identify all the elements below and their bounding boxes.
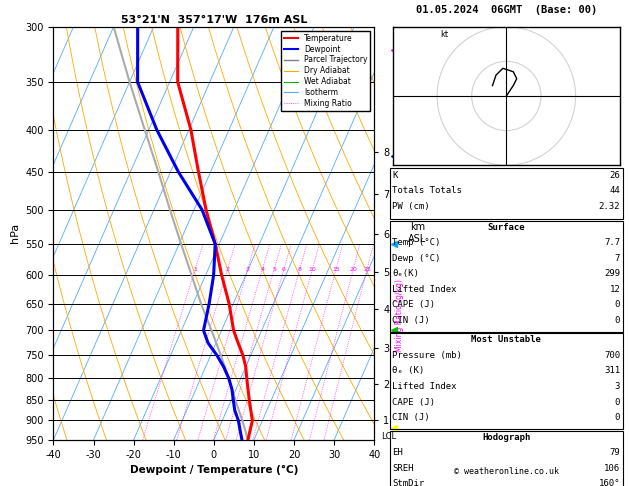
Text: 2: 2 — [226, 267, 230, 272]
Text: 4: 4 — [260, 267, 264, 272]
Text: 20: 20 — [349, 267, 357, 272]
Text: 700: 700 — [604, 351, 620, 360]
Y-axis label: km
ASL: km ASL — [408, 223, 426, 244]
Text: K: K — [392, 171, 398, 180]
Text: 1: 1 — [193, 267, 197, 272]
Text: Surface: Surface — [487, 223, 525, 232]
Text: StmDir: StmDir — [392, 479, 425, 486]
Y-axis label: hPa: hPa — [9, 223, 19, 243]
Text: Lifted Index: Lifted Index — [392, 382, 457, 391]
Text: θₑ (K): θₑ (K) — [392, 366, 425, 376]
Text: 106: 106 — [604, 464, 620, 473]
Text: 5: 5 — [272, 267, 276, 272]
Text: 10: 10 — [309, 267, 316, 272]
Text: 79: 79 — [610, 448, 620, 457]
Text: 26: 26 — [610, 171, 620, 180]
Title: 53°21'N  357°17'W  176m ASL: 53°21'N 357°17'W 176m ASL — [121, 15, 307, 25]
Text: CIN (J): CIN (J) — [392, 413, 430, 422]
Text: Temp (°C): Temp (°C) — [392, 238, 441, 247]
Text: 3: 3 — [615, 382, 620, 391]
Text: 7: 7 — [615, 254, 620, 263]
Text: SREH: SREH — [392, 464, 414, 473]
Text: kt: kt — [440, 30, 448, 39]
Text: Dewp (°C): Dewp (°C) — [392, 254, 441, 263]
Text: 44: 44 — [610, 186, 620, 195]
Text: 6: 6 — [282, 267, 286, 272]
Text: Lifted Index: Lifted Index — [392, 285, 457, 294]
Text: 12: 12 — [610, 285, 620, 294]
Text: Mixing Ratio (g/kg): Mixing Ratio (g/kg) — [396, 279, 404, 352]
Text: EH: EH — [392, 448, 403, 457]
Text: 7.7: 7.7 — [604, 238, 620, 247]
Text: 299: 299 — [604, 269, 620, 278]
Text: 0: 0 — [615, 316, 620, 325]
Text: 0: 0 — [615, 300, 620, 310]
Text: CAPE (J): CAPE (J) — [392, 300, 435, 310]
Text: Totals Totals: Totals Totals — [392, 186, 462, 195]
Text: 3: 3 — [246, 267, 250, 272]
Text: 311: 311 — [604, 366, 620, 376]
Text: LCL: LCL — [381, 433, 396, 441]
Text: © weatheronline.co.uk: © weatheronline.co.uk — [454, 467, 559, 476]
Text: 01.05.2024  06GMT  (Base: 00): 01.05.2024 06GMT (Base: 00) — [416, 4, 597, 15]
Text: 0: 0 — [615, 413, 620, 422]
Text: 2.32: 2.32 — [599, 202, 620, 211]
Text: 8: 8 — [298, 267, 302, 272]
Text: Pressure (mb): Pressure (mb) — [392, 351, 462, 360]
Text: PW (cm): PW (cm) — [392, 202, 430, 211]
Text: θₑ(K): θₑ(K) — [392, 269, 420, 278]
Text: 25: 25 — [363, 267, 371, 272]
X-axis label: Dewpoint / Temperature (°C): Dewpoint / Temperature (°C) — [130, 465, 298, 475]
Text: Most Unstable: Most Unstable — [471, 335, 542, 345]
Text: 15: 15 — [332, 267, 340, 272]
Text: 0: 0 — [615, 398, 620, 407]
Legend: Temperature, Dewpoint, Parcel Trajectory, Dry Adiabat, Wet Adiabat, Isotherm, Mi: Temperature, Dewpoint, Parcel Trajectory… — [281, 31, 370, 111]
Text: CAPE (J): CAPE (J) — [392, 398, 435, 407]
Text: Hodograph: Hodograph — [482, 433, 530, 442]
Text: CIN (J): CIN (J) — [392, 316, 430, 325]
Text: 160°: 160° — [599, 479, 620, 486]
